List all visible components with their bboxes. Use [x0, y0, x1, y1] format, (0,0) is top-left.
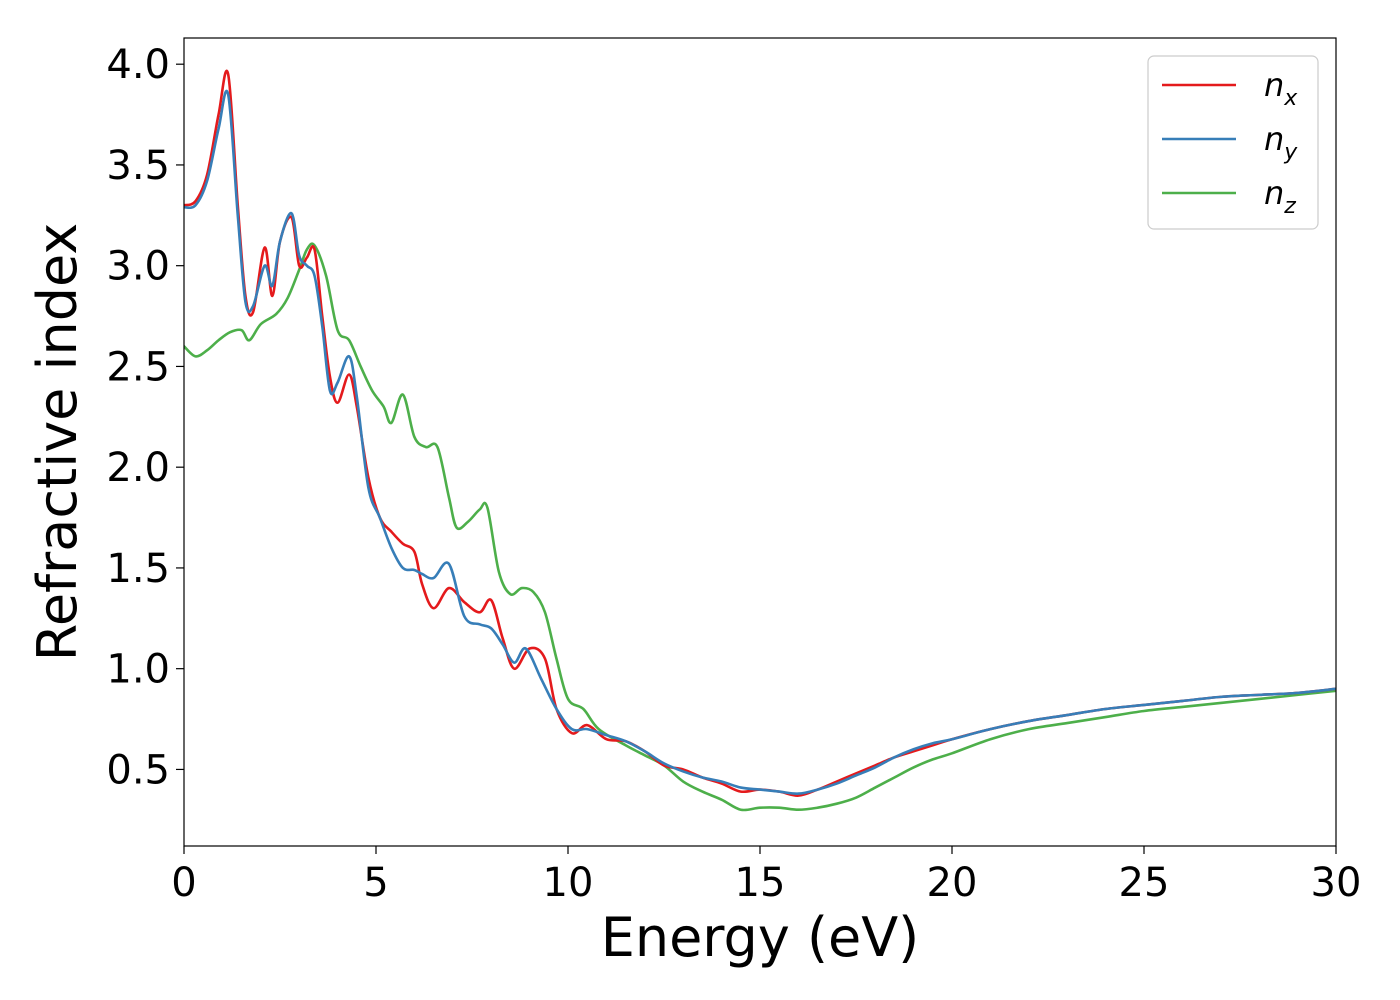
x-axis-title: Energy (eV) — [601, 906, 920, 969]
series-layer — [184, 69, 1336, 812]
y-tick-label: 1.5 — [106, 546, 170, 592]
legend-label-base: n — [1264, 120, 1284, 158]
y-axis: 0.5 1.0 1.5 2.0 2.5 3.0 3.5 4.0 — [106, 42, 184, 793]
legend-label-subscript: z — [1283, 194, 1296, 219]
legend-label-base: n — [1264, 174, 1284, 212]
x-axis: 0 5 10 15 20 25 30 — [171, 846, 1361, 906]
y-tick-label: 3.5 — [106, 143, 170, 189]
x-tick-label: 15 — [735, 860, 786, 906]
legend-label-y: ny — [1264, 120, 1298, 165]
y-tick-label: 2.5 — [106, 344, 170, 390]
x-tick-label: 0 — [171, 860, 196, 906]
y-tick-label: 4.0 — [106, 42, 170, 88]
series-line-y — [184, 89, 1336, 795]
y-tick-label: 2.0 — [106, 445, 170, 491]
x-tick-label: 20 — [927, 860, 978, 906]
x-tick-label: 5 — [363, 860, 388, 906]
y-tick-label: 0.5 — [106, 747, 170, 793]
x-tick-label: 30 — [1311, 860, 1362, 906]
x-tick-label: 25 — [1119, 860, 1170, 906]
legend-label-x: nx — [1264, 66, 1298, 111]
legend-label-base: n — [1264, 66, 1284, 104]
y-tick-label: 1.0 — [106, 647, 170, 693]
x-tick-label: 10 — [543, 860, 594, 906]
legend-label-subscript: y — [1283, 140, 1298, 165]
series-line-z — [184, 242, 1336, 812]
legend-label-subscript: x — [1283, 86, 1298, 111]
legend-box — [1147, 55, 1319, 230]
y-axis-title: Refractive index — [26, 223, 89, 662]
y-tick-label: 3.0 — [106, 244, 170, 290]
legend-label-z: nz — [1264, 174, 1296, 219]
